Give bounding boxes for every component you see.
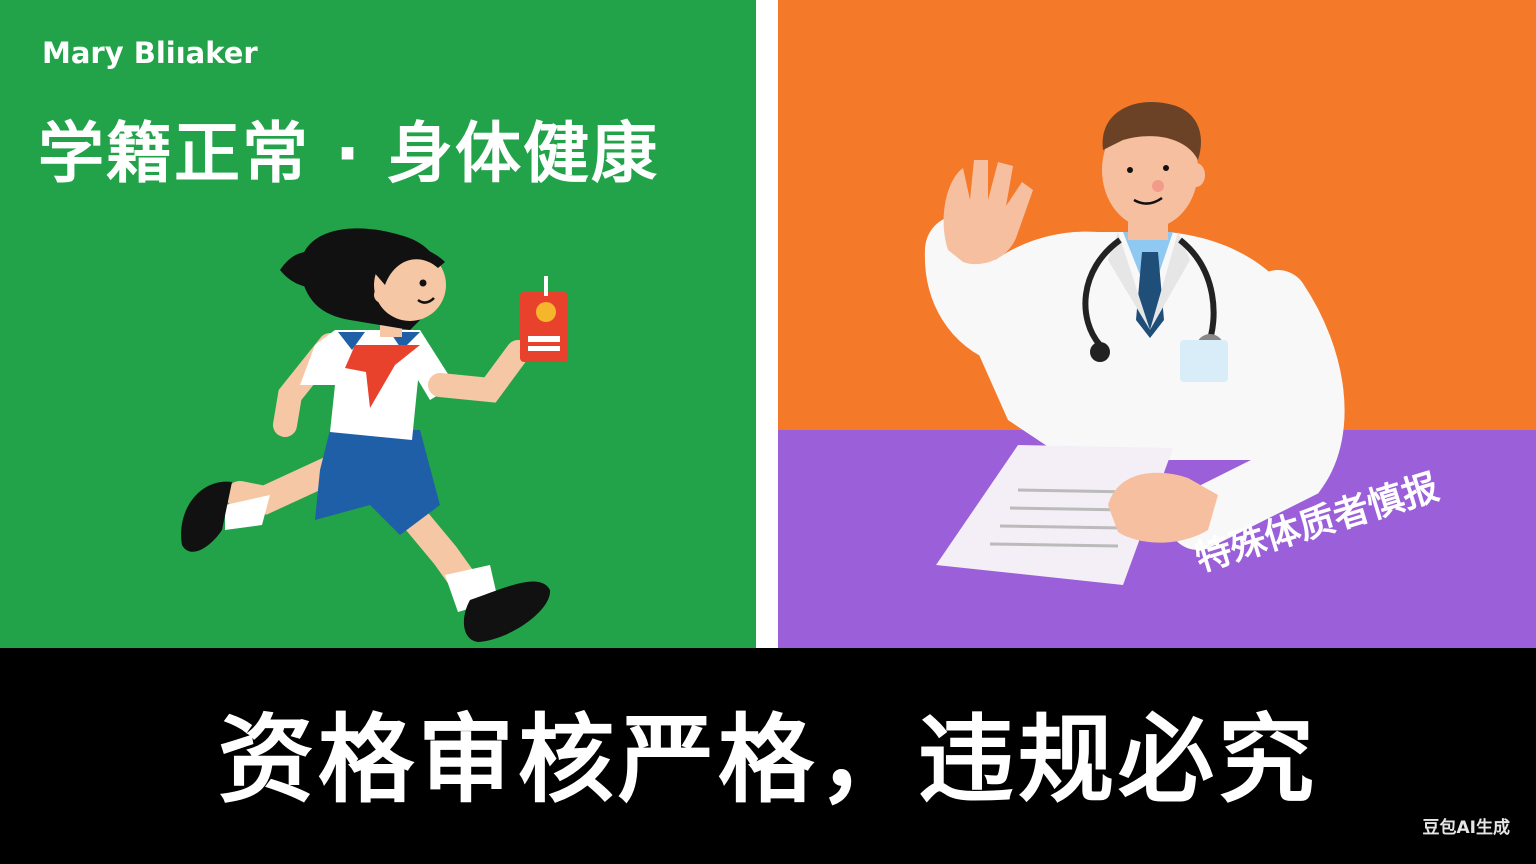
doctor-illustration xyxy=(905,102,1345,585)
left-panel: Mary Bliıaker 学籍正常 · 身体健康 xyxy=(0,0,756,648)
ai-watermark: 豆包AI生成 xyxy=(1422,818,1510,838)
panel-divider xyxy=(756,0,778,648)
bottom-banner xyxy=(0,648,1536,864)
banner-slogan: 资格审核严格，违规必究 xyxy=(218,704,1318,816)
headline: 学籍正常 · 身体健康 xyxy=(38,115,660,192)
running-student-illustration xyxy=(181,228,568,642)
brand-name: Mary Bliıaker xyxy=(42,36,258,70)
right-panel: 特殊体质者慎报 xyxy=(778,0,1536,648)
